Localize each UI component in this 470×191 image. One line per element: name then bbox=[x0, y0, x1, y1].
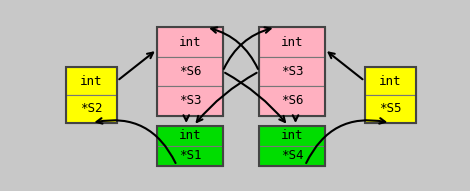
Bar bbox=[157, 126, 223, 146]
Text: int: int bbox=[281, 36, 303, 49]
Text: int: int bbox=[80, 74, 103, 87]
Bar bbox=[259, 146, 325, 166]
Bar bbox=[157, 126, 223, 166]
Bar bbox=[157, 27, 223, 57]
Bar bbox=[259, 86, 325, 116]
Bar bbox=[259, 126, 325, 166]
Bar bbox=[66, 67, 117, 95]
Bar bbox=[259, 27, 325, 116]
Text: *S1: *S1 bbox=[179, 149, 201, 162]
Text: *S4: *S4 bbox=[281, 149, 303, 162]
Text: *S5: *S5 bbox=[379, 102, 401, 115]
Bar bbox=[365, 67, 415, 123]
Text: int: int bbox=[281, 129, 303, 142]
Bar bbox=[365, 67, 415, 95]
Text: *S6: *S6 bbox=[179, 65, 201, 78]
Bar bbox=[259, 126, 325, 146]
Text: *S3: *S3 bbox=[179, 94, 201, 107]
Text: int: int bbox=[179, 129, 201, 142]
Bar bbox=[157, 86, 223, 116]
Bar bbox=[157, 146, 223, 166]
Bar bbox=[259, 27, 325, 57]
Bar bbox=[157, 27, 223, 116]
Text: *S2: *S2 bbox=[80, 102, 103, 115]
Bar bbox=[66, 67, 117, 123]
Text: int: int bbox=[379, 74, 401, 87]
Text: *S3: *S3 bbox=[281, 65, 303, 78]
Bar bbox=[259, 57, 325, 86]
Text: *S6: *S6 bbox=[281, 94, 303, 107]
Text: int: int bbox=[179, 36, 201, 49]
Bar bbox=[66, 95, 117, 123]
Bar bbox=[365, 95, 415, 123]
Bar bbox=[157, 57, 223, 86]
